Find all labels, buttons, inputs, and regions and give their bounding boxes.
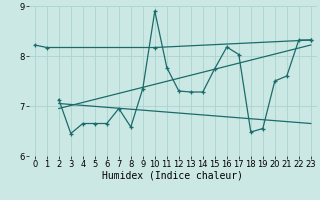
X-axis label: Humidex (Indice chaleur): Humidex (Indice chaleur)	[102, 171, 243, 181]
